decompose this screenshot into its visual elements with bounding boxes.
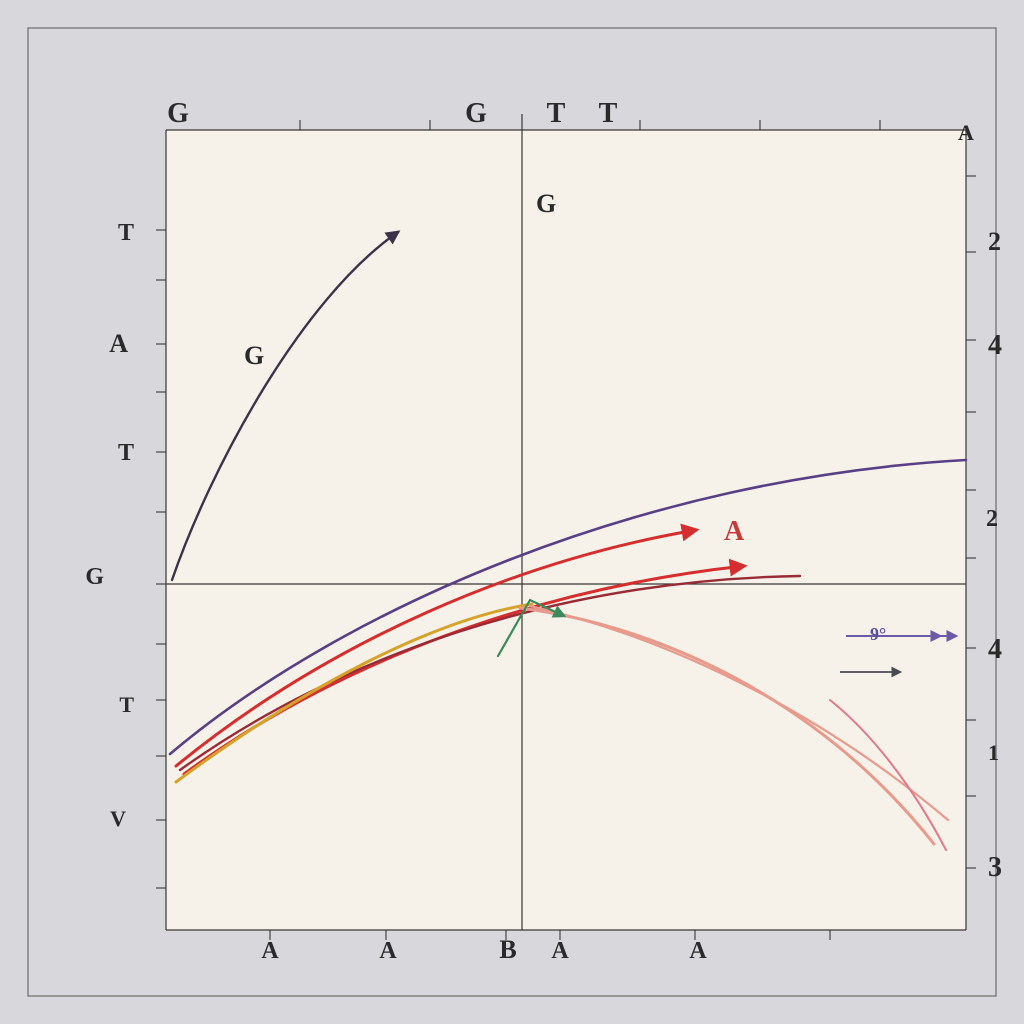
label: T <box>119 692 134 717</box>
label: G <box>244 341 264 370</box>
label: B <box>499 935 516 964</box>
label: A <box>958 120 974 145</box>
label: 3 <box>988 852 1002 883</box>
label: G <box>536 189 556 218</box>
label: 9° <box>870 624 886 644</box>
label: T <box>118 220 134 246</box>
label: A <box>689 938 707 964</box>
label: G <box>85 564 104 590</box>
label: A <box>109 329 128 358</box>
plot-bg <box>166 130 966 930</box>
label: 2 <box>986 506 998 532</box>
label: A <box>551 938 569 964</box>
label: A <box>261 938 279 964</box>
label: 1 <box>988 740 999 765</box>
chart-root: G G T T A T A T G T V 2 4 2 4 1 3 A A B A A G G A 9° <box>0 0 1024 1024</box>
chart-svg: G G T T A T A T G T V 2 4 2 4 1 3 A A B A A G G A 9° <box>0 0 1024 1024</box>
label: 4 <box>988 330 1002 361</box>
label: G <box>167 98 189 129</box>
label: 2 <box>988 227 1001 256</box>
label: T <box>118 440 134 466</box>
label: A <box>379 938 397 964</box>
label: T <box>599 98 618 129</box>
label: 4 <box>988 634 1002 665</box>
label: V <box>110 806 126 831</box>
label: A <box>724 516 745 547</box>
label: T <box>547 98 566 129</box>
label: G <box>465 98 487 129</box>
